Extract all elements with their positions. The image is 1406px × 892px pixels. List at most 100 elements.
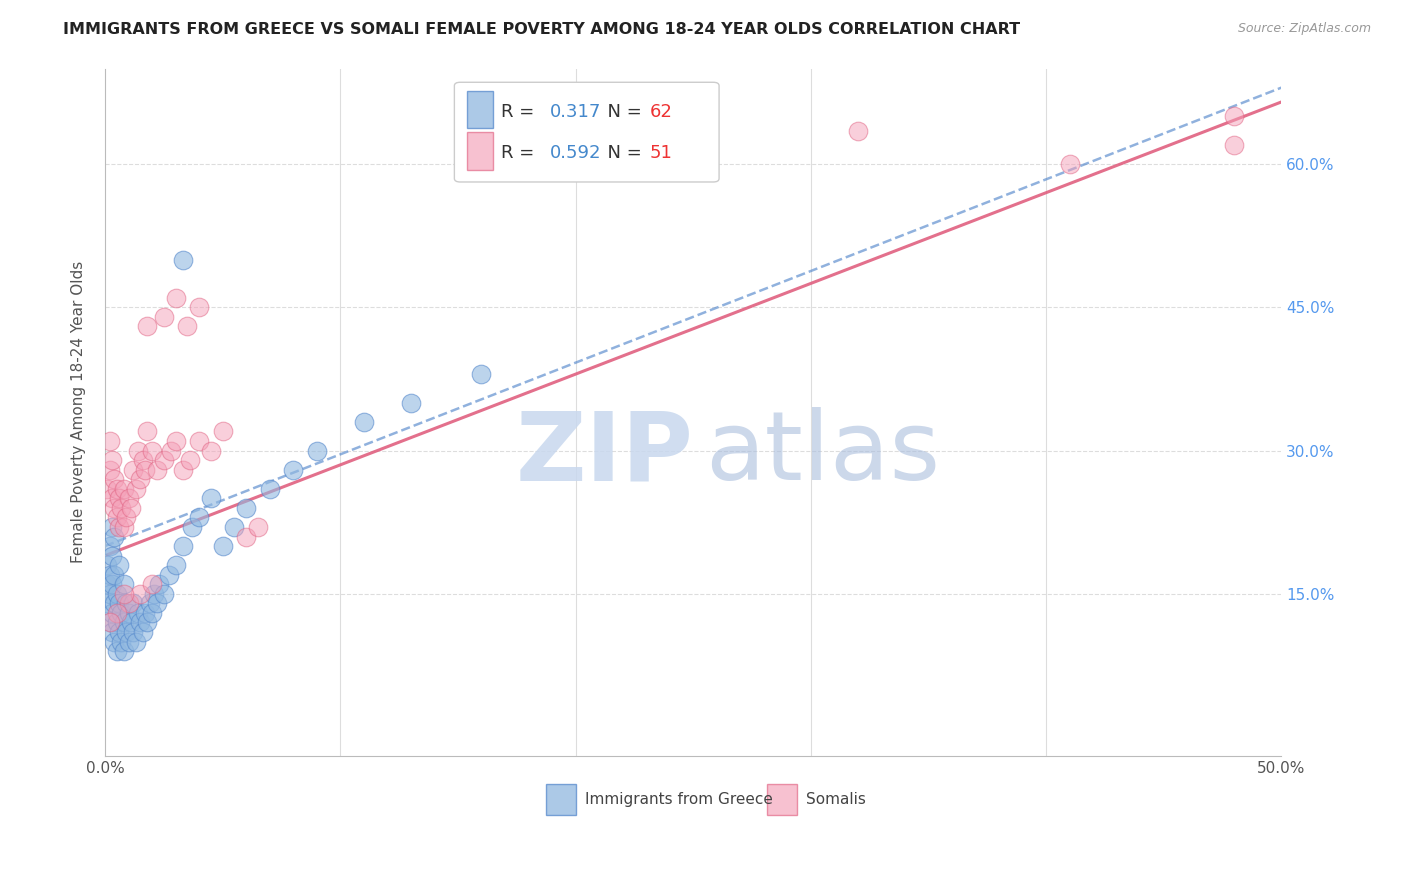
Point xyxy=(120,615,142,630)
Point xyxy=(138,596,160,610)
Point xyxy=(122,463,145,477)
Point xyxy=(101,520,124,534)
FancyBboxPatch shape xyxy=(768,784,797,814)
Point xyxy=(145,596,167,610)
Point xyxy=(112,482,135,496)
Point xyxy=(96,596,118,610)
Point xyxy=(134,463,156,477)
Point xyxy=(188,510,211,524)
Point xyxy=(110,606,132,620)
Point xyxy=(101,491,124,506)
Point xyxy=(101,549,124,563)
Point xyxy=(105,510,128,524)
Point xyxy=(148,577,170,591)
Point xyxy=(124,634,146,648)
Point xyxy=(108,596,131,610)
Point xyxy=(283,463,305,477)
Point xyxy=(131,625,153,640)
Point xyxy=(165,291,187,305)
Point xyxy=(117,634,139,648)
Point xyxy=(101,577,124,591)
Point xyxy=(98,567,121,582)
Point xyxy=(105,644,128,658)
Point xyxy=(172,252,194,267)
Point xyxy=(200,491,222,506)
Point xyxy=(112,520,135,534)
Text: ZIP: ZIP xyxy=(516,407,693,500)
Point xyxy=(141,606,163,620)
Text: 62: 62 xyxy=(650,103,672,120)
Point xyxy=(112,577,135,591)
Point xyxy=(153,587,176,601)
Point xyxy=(98,615,121,630)
Point xyxy=(122,596,145,610)
Point xyxy=(120,500,142,515)
Text: 0.592: 0.592 xyxy=(550,145,602,162)
Y-axis label: Female Poverty Among 18-24 Year Olds: Female Poverty Among 18-24 Year Olds xyxy=(72,261,86,564)
Point xyxy=(112,587,135,601)
Point xyxy=(103,529,125,543)
Point xyxy=(136,615,159,630)
Text: R =: R = xyxy=(502,103,540,120)
Point xyxy=(108,520,131,534)
Point xyxy=(98,539,121,553)
Point xyxy=(179,453,201,467)
Point xyxy=(127,443,149,458)
Point xyxy=(165,434,187,448)
Point xyxy=(115,596,138,610)
Point xyxy=(165,558,187,573)
Point xyxy=(246,520,269,534)
Point xyxy=(110,634,132,648)
Point xyxy=(224,520,246,534)
Point xyxy=(129,587,152,601)
Point xyxy=(108,558,131,573)
Point xyxy=(153,310,176,324)
Point xyxy=(131,453,153,467)
Point xyxy=(1223,137,1246,152)
Point xyxy=(399,396,422,410)
Point xyxy=(103,634,125,648)
Point xyxy=(353,415,375,429)
Point xyxy=(211,425,233,439)
Point xyxy=(259,482,281,496)
Point xyxy=(112,644,135,658)
FancyBboxPatch shape xyxy=(546,784,575,814)
FancyBboxPatch shape xyxy=(467,132,494,169)
Point xyxy=(103,500,125,515)
Point xyxy=(141,443,163,458)
Text: R =: R = xyxy=(502,145,540,162)
Point xyxy=(1059,157,1081,171)
Point xyxy=(846,123,869,137)
Point xyxy=(153,453,176,467)
Point xyxy=(98,463,121,477)
Point xyxy=(101,453,124,467)
Text: IMMIGRANTS FROM GREECE VS SOMALI FEMALE POVERTY AMONG 18-24 YEAR OLDS CORRELATIO: IMMIGRANTS FROM GREECE VS SOMALI FEMALE … xyxy=(63,22,1021,37)
Text: N =: N = xyxy=(596,103,647,120)
Point xyxy=(157,567,180,582)
Text: N =: N = xyxy=(596,145,647,162)
Point xyxy=(103,472,125,486)
Point xyxy=(112,615,135,630)
Point xyxy=(105,615,128,630)
Point xyxy=(110,500,132,515)
Point xyxy=(101,625,124,640)
Point xyxy=(235,500,257,515)
Point xyxy=(470,367,492,381)
Point xyxy=(235,529,257,543)
FancyBboxPatch shape xyxy=(454,82,718,182)
FancyBboxPatch shape xyxy=(467,90,494,128)
Point xyxy=(105,587,128,601)
Point xyxy=(172,539,194,553)
Point xyxy=(136,319,159,334)
Point xyxy=(188,434,211,448)
Point xyxy=(143,587,166,601)
Point xyxy=(103,567,125,582)
Point xyxy=(98,615,121,630)
Point xyxy=(181,520,204,534)
Point xyxy=(145,463,167,477)
Point xyxy=(127,606,149,620)
Point xyxy=(117,596,139,610)
Point xyxy=(96,577,118,591)
Point xyxy=(200,443,222,458)
Point xyxy=(98,434,121,448)
